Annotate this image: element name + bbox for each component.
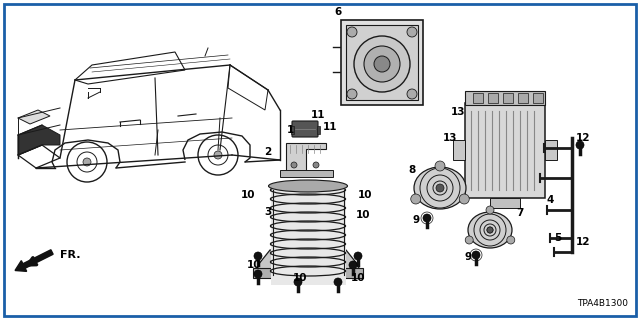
Polygon shape bbox=[253, 268, 363, 278]
Bar bbox=[271, 185, 346, 285]
Text: TPA4B1300: TPA4B1300 bbox=[577, 299, 628, 308]
Polygon shape bbox=[18, 125, 60, 155]
Circle shape bbox=[436, 184, 444, 192]
Circle shape bbox=[83, 158, 91, 166]
Text: 2: 2 bbox=[264, 147, 271, 157]
Text: 8: 8 bbox=[408, 165, 415, 175]
Polygon shape bbox=[286, 143, 326, 173]
Text: 13: 13 bbox=[443, 133, 457, 143]
Bar bbox=[503, 92, 513, 102]
Text: 10: 10 bbox=[358, 190, 372, 200]
Ellipse shape bbox=[269, 180, 348, 192]
Circle shape bbox=[347, 27, 357, 37]
Text: 12: 12 bbox=[576, 133, 590, 143]
Circle shape bbox=[460, 194, 469, 204]
Circle shape bbox=[407, 27, 417, 37]
Circle shape bbox=[347, 89, 357, 99]
Ellipse shape bbox=[414, 167, 466, 209]
Text: 13: 13 bbox=[451, 107, 465, 117]
Text: 11: 11 bbox=[311, 110, 325, 120]
Circle shape bbox=[465, 236, 473, 244]
FancyArrow shape bbox=[15, 250, 53, 271]
Text: 3: 3 bbox=[264, 207, 271, 217]
Bar bbox=[533, 92, 543, 102]
Circle shape bbox=[472, 251, 480, 259]
Circle shape bbox=[423, 214, 431, 222]
Bar bbox=[465, 102, 545, 197]
Text: 10: 10 bbox=[241, 190, 255, 200]
Bar bbox=[473, 92, 483, 102]
Text: 7: 7 bbox=[516, 208, 524, 218]
Circle shape bbox=[407, 89, 417, 99]
Bar bbox=[545, 140, 557, 160]
Circle shape bbox=[254, 270, 262, 278]
Text: 11: 11 bbox=[323, 122, 337, 132]
Bar bbox=[317, 126, 320, 134]
Polygon shape bbox=[256, 250, 360, 272]
Circle shape bbox=[507, 236, 515, 244]
Text: 10: 10 bbox=[247, 260, 261, 270]
Circle shape bbox=[349, 261, 357, 269]
Circle shape bbox=[364, 46, 400, 82]
Text: 12: 12 bbox=[576, 237, 590, 247]
Bar bbox=[518, 92, 528, 102]
Circle shape bbox=[487, 227, 493, 233]
Bar bbox=[453, 140, 465, 160]
Circle shape bbox=[254, 252, 262, 260]
Bar bbox=[346, 25, 418, 100]
Circle shape bbox=[334, 278, 342, 286]
Circle shape bbox=[294, 278, 302, 286]
Bar bbox=[341, 20, 423, 105]
Text: 9: 9 bbox=[412, 215, 420, 225]
Text: 5: 5 bbox=[554, 233, 562, 243]
Text: 4: 4 bbox=[547, 195, 554, 205]
Bar bbox=[291, 126, 294, 134]
Circle shape bbox=[354, 252, 362, 260]
Circle shape bbox=[374, 56, 390, 72]
Text: 10: 10 bbox=[292, 273, 307, 283]
Text: 10: 10 bbox=[351, 273, 365, 283]
FancyBboxPatch shape bbox=[292, 121, 318, 137]
Circle shape bbox=[214, 151, 222, 159]
Text: 9: 9 bbox=[465, 252, 472, 262]
Circle shape bbox=[411, 194, 420, 204]
Polygon shape bbox=[18, 110, 50, 124]
Circle shape bbox=[576, 141, 584, 149]
Bar bbox=[490, 197, 520, 207]
Bar bbox=[465, 91, 545, 105]
Circle shape bbox=[486, 206, 494, 214]
Text: FR.: FR. bbox=[60, 250, 81, 260]
Circle shape bbox=[435, 161, 445, 171]
Polygon shape bbox=[280, 170, 333, 177]
Bar bbox=[488, 92, 498, 102]
Circle shape bbox=[291, 162, 297, 168]
Ellipse shape bbox=[468, 212, 512, 248]
Circle shape bbox=[313, 162, 319, 168]
Text: 1: 1 bbox=[286, 125, 294, 135]
Circle shape bbox=[354, 36, 410, 92]
Text: 6: 6 bbox=[334, 7, 342, 17]
Text: 10: 10 bbox=[356, 210, 371, 220]
